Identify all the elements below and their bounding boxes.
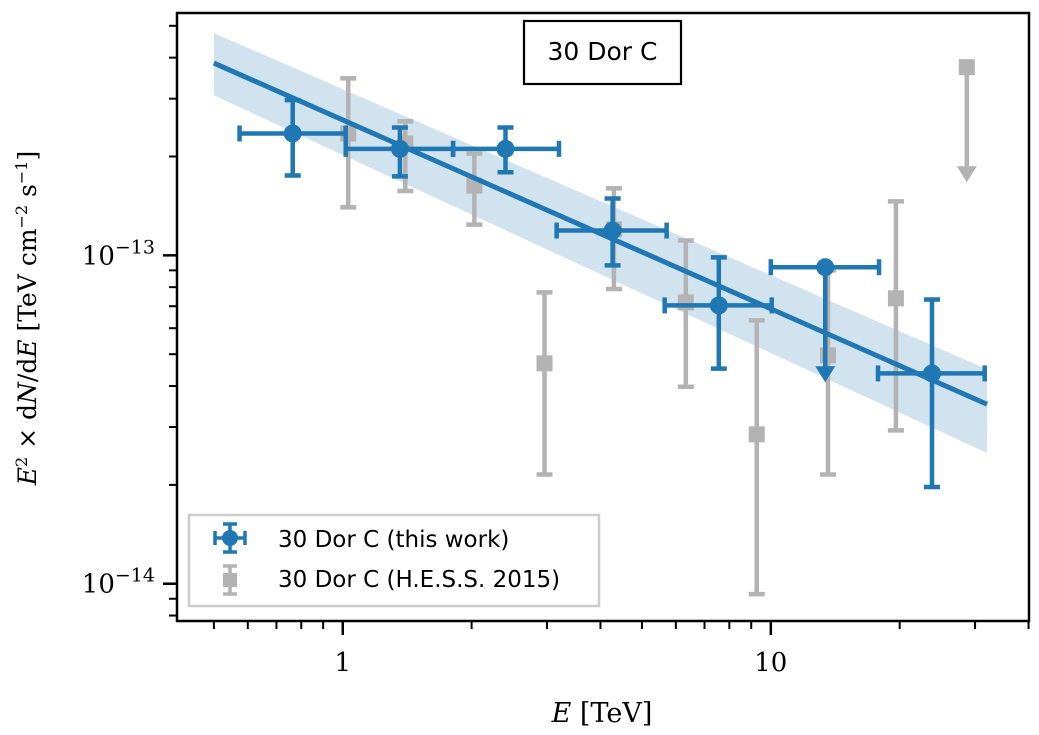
hess-point (748, 318, 765, 597)
fit-line (212, 60, 989, 407)
this-work-point (450, 125, 562, 175)
hess-point (887, 199, 904, 433)
data-marker (887, 290, 904, 307)
data-marker (536, 355, 553, 372)
legend-label-this-work: 30 Dor C (this work) (278, 527, 509, 553)
fit-band-layer (213, 33, 988, 454)
legend-frame (187, 513, 601, 608)
data-marker (958, 59, 975, 76)
this-work-point (554, 196, 669, 268)
y-axis-label: E2 × dN/dE [TeV cm−2 s−1] (12, 151, 43, 487)
svg-text:E2 × dN/dE [TeV cm−2 s−1]: E2 × dN/dE [TeV cm−2 s−1] (12, 151, 43, 487)
data-marker (283, 124, 302, 143)
this-work-series (237, 97, 987, 490)
plot-frame (175, 11, 1031, 623)
svg-text:E [TeV]: E [TeV] (551, 698, 653, 729)
hess-point (536, 290, 553, 477)
data-marker (603, 221, 622, 240)
this-work-point (768, 258, 882, 383)
fit-line-layer (212, 60, 989, 407)
y-tick-label: 10−14 (82, 565, 155, 600)
x-tick-label: 1 (334, 648, 351, 678)
data-marker (496, 139, 515, 158)
x-axis-label: E [TeV] (551, 698, 653, 729)
legend-marker-hess (223, 564, 237, 596)
hess-point (956, 59, 977, 183)
title-frame (522, 19, 683, 86)
legend: 30 Dor C (this work) 30 Dor C (H.E.S.S. … (187, 513, 601, 608)
x-tick-label: 10 (754, 648, 787, 678)
x-axis-label-symbol: E (551, 698, 572, 729)
data-marker (819, 347, 836, 364)
data-marker (748, 426, 765, 443)
legend-marker-this-work (213, 522, 247, 554)
data-marker (816, 258, 835, 277)
fit-confidence-band (213, 33, 988, 454)
y-tick-label: 10−13 (82, 236, 155, 271)
x-axis-label-unit: [TeV] (571, 698, 652, 729)
data-marker (709, 296, 728, 315)
this-work-point (662, 255, 774, 371)
hess-point (677, 238, 694, 389)
upper-limit-arrow (815, 366, 836, 383)
this-work-point (237, 97, 348, 178)
title-box: 30 Dor C (522, 19, 683, 86)
data-marker (677, 294, 694, 311)
data-marker (923, 364, 942, 383)
chart-title: 30 Dor C (548, 37, 658, 66)
data-marker (390, 139, 409, 158)
upper-limit-arrow (956, 166, 977, 183)
axes: 1 10 10−14 10−13 (82, 11, 1031, 678)
legend-label-hess: 30 Dor C (H.E.S.S. 2015) (278, 567, 560, 593)
this-work-point (875, 297, 987, 490)
